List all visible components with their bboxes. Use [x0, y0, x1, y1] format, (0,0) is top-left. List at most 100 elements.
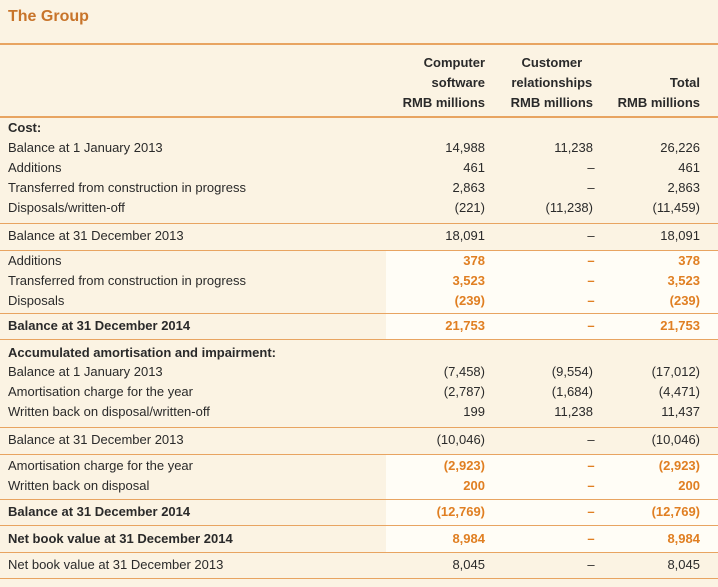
row-label: Net book value at 31 December 2013: [8, 557, 224, 572]
cell-computer-software: 3,523: [452, 273, 485, 288]
row-label: Additions: [8, 160, 62, 175]
table-row: Balance at 31 December 2013 (10,046) – (…: [0, 430, 718, 450]
cell-customer-relationships: –: [587, 557, 595, 572]
cell-total: 200: [678, 478, 700, 493]
row-divider: [0, 427, 718, 428]
cell-customer-relationships: –: [587, 318, 595, 333]
cell-customer-relationships: (1,684): [551, 384, 593, 399]
header-customer-relationships: Customer relationships RMB millions: [511, 53, 593, 113]
header-computer-software: Computer software RMB millions: [403, 53, 485, 113]
cell-customer-relationships: –: [587, 180, 595, 195]
row-label: Net book value at 31 December 2014: [8, 531, 233, 546]
row-divider: [0, 578, 718, 579]
cell-customer-relationships: –: [587, 293, 595, 308]
cell-total: (4,471): [658, 384, 700, 399]
cell-computer-software: (2,923): [443, 458, 485, 473]
cell-computer-software: 200: [463, 478, 485, 493]
row-label: Written back on disposal/written-off: [8, 404, 210, 419]
table-row: Transferred from construction in progres…: [0, 271, 718, 291]
cell-computer-software: 8,984: [452, 531, 485, 546]
cell-total: 8,045: [667, 557, 700, 572]
row-divider: [0, 313, 718, 314]
table-title: The Group: [8, 8, 89, 25]
table-row: Balance at 31 December 2014 (12,769) – (…: [0, 502, 718, 522]
cell-computer-software: 461: [463, 160, 485, 175]
cell-computer-software: (12,769): [436, 504, 485, 519]
cell-customer-relationships: (9,554): [551, 364, 593, 379]
row-label: Balance at 31 December 2013: [8, 432, 184, 447]
row-label: Balance at 31 December 2014: [8, 318, 191, 333]
cell-computer-software: 2,863: [452, 180, 485, 195]
header-line: Computer: [423, 55, 485, 70]
cell-total: 461: [678, 160, 700, 175]
header-line: Customer: [521, 55, 583, 70]
highlight-2014-amortisation: [386, 454, 718, 552]
table-row: Net book value at 31 December 2014 8,984…: [0, 529, 718, 549]
row-divider: [0, 223, 718, 224]
table-row: Cost:: [0, 118, 718, 138]
row-label: Balance at 1 January 2013: [8, 140, 163, 155]
cell-total: 11,437: [661, 404, 700, 419]
cell-total: 18,091: [660, 228, 700, 243]
cell-computer-software: (2,787): [443, 384, 485, 399]
cell-total: 8,984: [667, 531, 700, 546]
header-line: software: [431, 75, 485, 90]
cell-total: (2,923): [658, 458, 700, 473]
header-line: Total: [669, 75, 700, 90]
cell-computer-software: (221): [454, 200, 485, 215]
cell-total: (17,012): [651, 364, 700, 379]
header-line: RMB millions: [617, 95, 700, 110]
cell-customer-relationships: –: [587, 531, 595, 546]
row-label: Cost:: [8, 120, 42, 135]
cell-total: 26,226: [660, 140, 700, 155]
table-row: Net book value at 31 December 2013 8,045…: [0, 555, 718, 575]
row-divider: [0, 499, 718, 500]
header-line: RMB millions: [510, 95, 593, 110]
header-line: RMB millions: [402, 95, 485, 110]
row-label: Written back on disposal: [8, 478, 150, 493]
cell-customer-relationships: 11,238: [554, 404, 593, 419]
table-row: Balance at 1 January 2013 (7,458) (9,554…: [0, 362, 718, 382]
row-label: Amortisation charge for the year: [8, 458, 193, 473]
cell-total: 378: [678, 253, 700, 268]
cell-computer-software: 14,988: [445, 140, 485, 155]
cell-total: 2,863: [667, 180, 700, 195]
row-label: Transferred from construction in progres…: [8, 180, 246, 195]
table-row: Disposals (239) – (239): [0, 291, 718, 311]
cell-total: (11,459): [652, 200, 700, 215]
table-row: Written back on disposal/written-off 199…: [0, 402, 718, 422]
table-row: Amortisation charge for the year (2,787)…: [0, 382, 718, 402]
row-label: Amortisation charge for the year: [8, 384, 193, 399]
cell-computer-software: 378: [463, 253, 485, 268]
row-label: Balance at 1 January 2013: [8, 364, 163, 379]
cell-computer-software: (10,046): [436, 432, 485, 447]
cell-customer-relationships: 11,238: [554, 140, 593, 155]
row-label: Balance at 31 December 2014: [8, 504, 191, 519]
row-divider: [0, 552, 718, 553]
cell-customer-relationships: –: [587, 273, 595, 288]
table-row: Amortisation charge for the year (2,923)…: [0, 456, 718, 476]
cell-total: 3,523: [667, 273, 700, 288]
cell-customer-relationships: –: [587, 478, 595, 493]
cell-computer-software: 8,045: [452, 557, 485, 572]
cell-customer-relationships: (11,238): [545, 200, 593, 215]
table-row: Transferred from construction in progres…: [0, 178, 718, 198]
cell-computer-software: (239): [454, 293, 485, 308]
row-label: Disposals/written-off: [8, 200, 125, 215]
table-row: Accumulated amortisation and impairment:: [0, 343, 718, 363]
table-row: Balance at 31 December 2013 18,091 – 18,…: [0, 226, 718, 246]
cell-total: (239): [669, 293, 700, 308]
table-row: Balance at 1 January 2013 14,988 11,238 …: [0, 138, 718, 158]
header-total: Total RMB millions: [618, 73, 700, 113]
table-row: Balance at 31 December 2014 21,753 – 21,…: [0, 316, 718, 336]
cell-total: (12,769): [651, 504, 700, 519]
table-row: Additions 461 – 461: [0, 158, 718, 178]
row-label: Additions: [8, 253, 62, 268]
row-divider: [0, 250, 718, 251]
row-label: Balance at 31 December 2013: [8, 228, 184, 243]
table-row: Written back on disposal 200 – 200: [0, 476, 718, 496]
cell-customer-relationships: –: [587, 253, 595, 268]
cell-total: (10,046): [651, 432, 700, 447]
header-divider: [0, 116, 718, 118]
header-line: relationships: [511, 75, 593, 90]
